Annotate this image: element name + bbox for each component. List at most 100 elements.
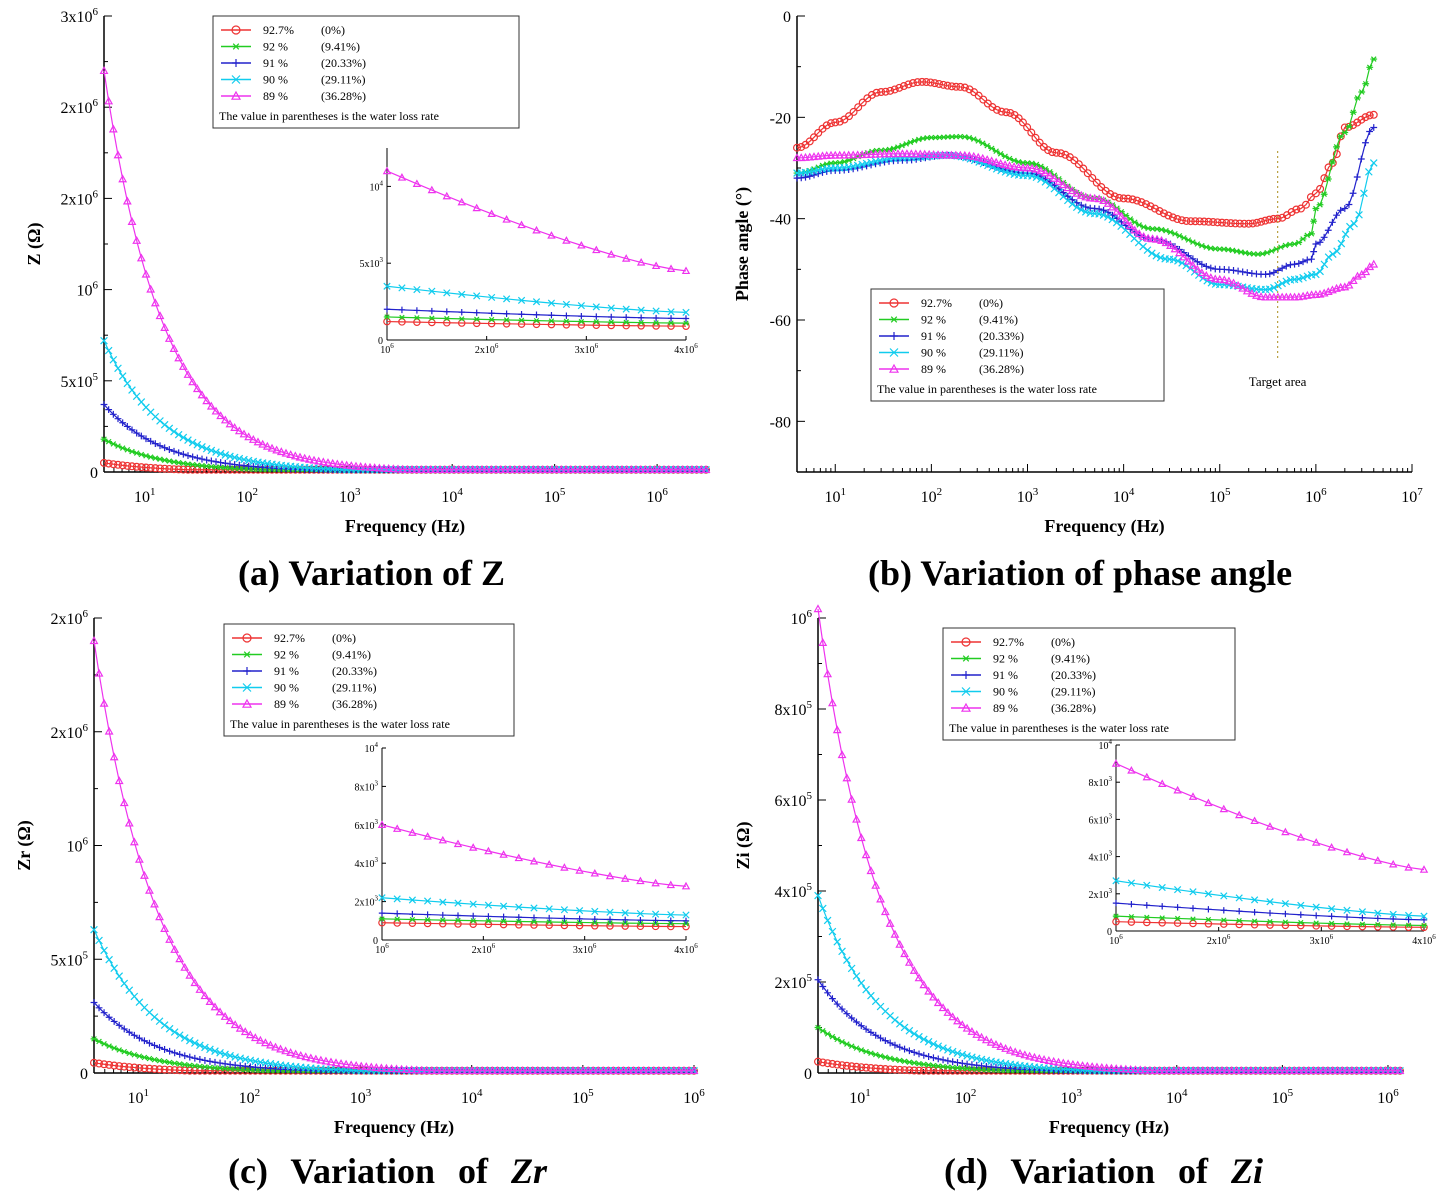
point-b-0-82 [1155,206,1164,215]
point-b-2-72 [1113,214,1121,222]
inset-point-2-4 [439,911,446,919]
point-b-0-89 [1186,217,1195,226]
inset-series-1 [383,314,690,326]
inset-point-2-3 [1159,903,1166,910]
inset-point-2-2 [1143,902,1150,909]
point-c-1-11 [146,1055,153,1062]
point-c-4-3 [104,726,114,735]
point-b-0-47 [1002,108,1011,117]
point-d-0-13 [876,1064,885,1073]
legend-moisture-0: 92.7% [274,631,305,645]
inset-point-1-8 [1236,917,1243,924]
point-c-4-72 [452,1066,462,1075]
x-tick-label-c-4: 105 [572,1087,594,1107]
point-b-0-22 [890,85,899,94]
x-tick-label-d-2: 103 [1060,1087,1082,1107]
point-a-1-12 [156,456,164,463]
point-c-3-0 [90,925,98,934]
point-c-4-15 [165,934,175,943]
point-c-2-26 [221,1060,229,1068]
point-b-2-100 [1239,268,1247,276]
point-d-1-2 [824,1031,832,1037]
point-b-0-7 [822,121,831,130]
point-d-3-31 [963,1052,971,1060]
chart-b: 101 102 103 104 105 106 107 0 -20 -40 -60 -80 Freque… [732,9,1423,537]
point-c-4-107 [629,1066,638,1075]
point-d-4-114 [1361,1066,1371,1075]
point-c-4-70 [442,1066,452,1075]
inset-point-1-17 [637,319,645,326]
inset-point-3-17 [1374,909,1382,917]
point-c-0-14 [160,1065,169,1074]
point-c-4-50 [341,1059,351,1068]
point-a-4-9 [141,269,151,278]
point-c-4-83 [508,1066,517,1075]
point-d-3-29 [953,1049,962,1057]
point-a-0-20 [193,465,202,474]
inset-point-3-11 [545,905,553,913]
series-a-4 [99,66,711,474]
point-d-0-4 [833,1060,842,1069]
point-b-2-112 [1291,260,1298,268]
point-b-0-129 [1361,113,1370,122]
point-b-4-131 [1369,259,1379,268]
inset-point-0-3 [1158,918,1167,927]
point-b-4-22 [889,149,898,158]
series-line-a-3 [103,340,706,471]
inset-point-2-9 [1251,908,1258,916]
inset-point-3-10 [530,904,538,912]
point-b-1-77 [1131,219,1139,226]
point-d-0-20 [910,1066,919,1075]
point-a-0-2 [109,460,118,469]
point-b-0-37 [956,82,965,91]
point-b-4-71 [1108,202,1117,211]
point-d-4-118 [1381,1066,1390,1075]
point-a-4-20 [192,384,202,393]
point-c-0-0 [89,1058,98,1067]
point-a-4-89 [514,465,524,474]
inset-point-1-19 [667,320,675,326]
caption-c: (c) Variation of Zr [228,1150,547,1192]
point-a-4-35 [262,441,272,450]
point-b-2-110 [1282,262,1290,270]
point-b-0-74 [1119,194,1128,203]
point-b-0-86 [1173,215,1182,224]
inset-point-2-13 [1313,912,1320,919]
point-d-3-17 [895,1020,904,1028]
point-c-4-92 [553,1066,563,1075]
inset-point-3-6 [469,900,477,908]
point-b-1-132 [1366,64,1374,71]
inset-point-4-4 [1173,785,1182,794]
point-b-0-96 [1217,218,1226,227]
point-c-4-93 [558,1066,568,1075]
point-c-0-18 [180,1066,189,1075]
point-a-4-99 [561,465,571,474]
inset-series-3 [1112,877,1428,920]
point-b-4-29 [920,149,930,158]
chart-c: 101 102 103 104 105 10605x1051062x1062x106Fre… [14,608,705,1138]
point-c-2-16 [171,1049,179,1057]
point-c-2-1 [95,1004,103,1012]
inset-point-2-15 [606,916,614,923]
point-a-4-116 [640,465,650,474]
point-d-2-29 [954,1059,961,1066]
point-b-2-60 [1059,189,1067,197]
point-c-0-6 [120,1062,129,1071]
point-c-4-44 [311,1054,321,1063]
point-a-4-75 [449,465,459,474]
inset-point-4-16 [1358,852,1367,860]
point-b-0-35 [947,82,956,91]
point-b-0-68 [1092,178,1101,187]
point-b-4-79 [1143,233,1153,242]
inset-point-1-5 [454,917,462,924]
inset-point-2-12 [1297,911,1304,918]
inset-point-4-12 [562,236,571,244]
point-a-3-21 [198,442,206,451]
point-b-3-120 [1320,260,1329,269]
inset-point-2-20 [682,917,690,924]
point-b-0-79 [1142,200,1151,209]
point-c-2-4 [110,1018,118,1025]
point-d-4-43 [1020,1050,1030,1059]
point-a-3-6 [128,386,136,394]
point-b-4-125 [1344,280,1354,289]
